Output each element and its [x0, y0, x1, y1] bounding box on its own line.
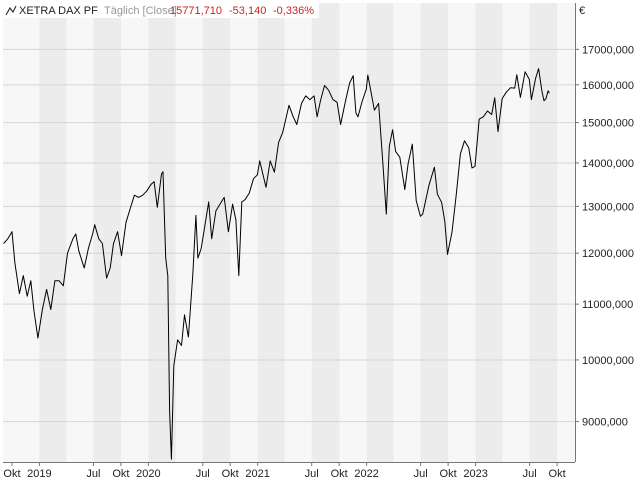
chart-line-icon: [5, 5, 17, 16]
y-tick-label: 15000,000: [582, 118, 634, 130]
x-tick-label: Okt: [440, 468, 457, 480]
y-tick-label: 12000,000: [582, 248, 634, 260]
y-tick-label: 11000,000: [582, 299, 633, 311]
x-tick-label: Okt: [3, 468, 20, 480]
x-tick-label: 2023: [463, 468, 487, 480]
quarter-band: [529, 3, 558, 462]
period-label: Täglich [Close]: [104, 5, 177, 17]
x-tick-label: Okt: [112, 468, 129, 480]
header-background: [3, 3, 319, 18]
y-tick-label: 10000,000: [582, 355, 634, 367]
quarter-band: [366, 3, 394, 462]
x-tick-label: Jul: [305, 468, 319, 480]
x-tick-label: Jul: [414, 468, 428, 480]
quarter-band: [420, 3, 449, 462]
x-tick-label: Jul: [523, 468, 537, 480]
quarter-band: [93, 3, 121, 462]
x-tick-label: Jul: [196, 468, 210, 480]
month-bands: [3, 3, 575, 462]
series-layer: [3, 68, 550, 460]
instrument-name: XETRA DAX PF: [19, 5, 98, 17]
dax-price-line: [3, 68, 550, 460]
chart-header: XETRA DAX PF Täglich [Close] 15771,710 -…: [3, 3, 319, 18]
quarter-band: [257, 3, 285, 462]
x-tick-label: 2021: [245, 468, 269, 480]
y-axis-ticks: 9000,000 10000,000 11000,000 12000,000 13000…: [575, 44, 634, 429]
x-tick-label: 2020: [136, 468, 160, 480]
y-tick-label: 9000,000: [582, 417, 628, 429]
currency-symbol: €: [579, 5, 585, 17]
x-tick-label: Okt: [222, 468, 239, 480]
x-tick-label: Jul: [86, 468, 100, 480]
x-axis-ticks: Okt 2019 Jul Okt 2020 Jul Okt 2021 Jul Okt 2022 Jul…: [3, 462, 566, 480]
x-tick-label: 2019: [27, 468, 51, 480]
x-tick-label: 2022: [354, 468, 378, 480]
y-tick-label: 16000,000: [582, 80, 634, 92]
y-tick-label: 13000,000: [582, 201, 634, 213]
quarter-band: [202, 3, 231, 462]
y-tick-label: 17000,000: [582, 44, 634, 56]
quarter-band: [39, 3, 67, 462]
y-tick-label: 14000,000: [582, 158, 634, 170]
gridlines: [3, 48, 575, 423]
quarter-band: [475, 3, 503, 462]
quarter-band: [311, 3, 340, 462]
quarter-band: [148, 3, 176, 462]
x-tick-label: Okt: [331, 468, 348, 480]
price-change-percent: -0,336%: [273, 5, 314, 17]
price-change: -53,140: [229, 5, 266, 17]
last-price: 15771,710: [170, 5, 222, 17]
x-tick-label: Okt: [549, 468, 566, 480]
axes: [3, 3, 576, 463]
